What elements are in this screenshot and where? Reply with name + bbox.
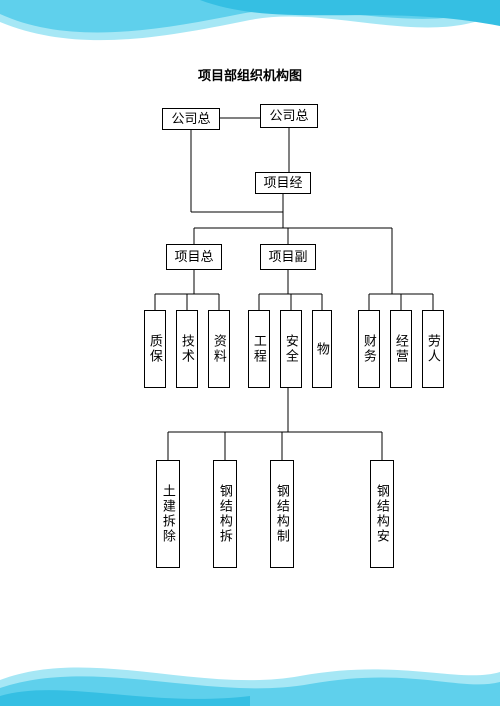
org-node-d7: 财务 <box>358 310 380 388</box>
org-node-b2: 钢结构拆 <box>213 460 237 568</box>
org-node-label: 公司总 <box>171 112 210 126</box>
org-node-label: 技术 <box>180 334 194 364</box>
connector <box>259 294 322 310</box>
org-node-label: 经营 <box>394 334 408 364</box>
connector <box>168 432 382 460</box>
org-node-n2: 公司总 <box>260 104 318 128</box>
org-node-label: 项目经 <box>263 176 302 190</box>
org-node-d9: 劳人 <box>422 310 444 388</box>
org-node-d2: 技术 <box>176 310 198 388</box>
page-root: 项目部组织机构图 公司总 公司总项目经项目总 项目副质保技术资料工程安全 物 财务经营劳… <box>0 0 500 706</box>
org-node-d5: 安全 <box>280 310 302 388</box>
org-node-label: 项目总 <box>174 250 213 264</box>
connector <box>155 294 219 310</box>
org-node-b3: 钢结构制 <box>270 460 294 568</box>
org-node-d4: 工程 <box>248 310 270 388</box>
org-node-label: 资料 <box>212 334 226 364</box>
org-node-label: 钢结构制 <box>275 484 289 544</box>
org-node-label: 工程 <box>252 334 266 364</box>
connector <box>369 294 433 310</box>
org-node-n5: 项目副 <box>260 244 316 270</box>
org-node-d3: 资料 <box>208 310 230 388</box>
top-wave <box>0 0 500 60</box>
org-node-label: 劳人 <box>426 334 440 364</box>
org-node-d6: 物 <box>312 310 332 388</box>
org-node-n1: 公司总 <box>162 108 220 130</box>
org-node-label: 钢结构拆 <box>218 484 232 544</box>
org-node-n3: 项目经 <box>255 172 311 194</box>
org-node-label: 质保 <box>148 334 162 364</box>
diagram-title: 项目部组织机构图 <box>0 65 500 84</box>
org-node-label: 土建拆除 <box>161 484 175 544</box>
bottom-wave <box>0 626 500 706</box>
org-node-d8: 经营 <box>390 310 412 388</box>
org-node-n4: 项目总 <box>166 244 222 270</box>
org-node-label: 财务 <box>362 334 376 364</box>
org-node-label: 公司总 <box>269 109 308 123</box>
org-node-label: 项目副 <box>268 250 307 264</box>
org-node-b1: 土建拆除 <box>156 460 180 568</box>
org-node-label: 安全 <box>284 334 298 364</box>
org-node-b4: 钢结构安 <box>370 460 394 568</box>
org-node-label: 物 <box>315 342 329 357</box>
org-node-label: 钢结构安 <box>375 484 389 544</box>
org-node-d1: 质保 <box>144 310 166 388</box>
